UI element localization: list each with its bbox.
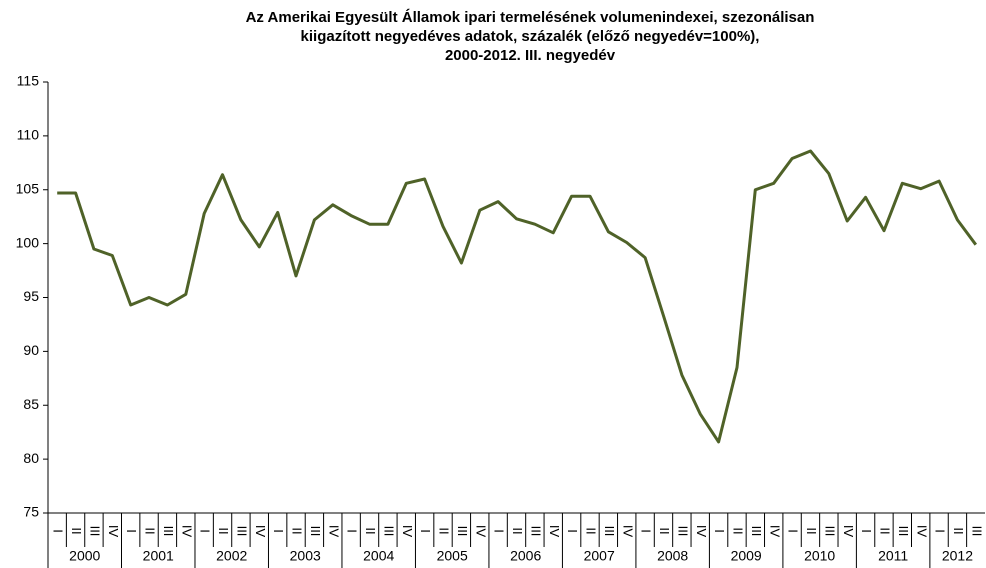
x-tick-label: III — [749, 526, 764, 537]
x-group-label: 2011 — [878, 548, 908, 564]
y-tick-label: 105 — [16, 180, 40, 196]
x-tick-label: IV — [914, 525, 929, 538]
y-tick-label: 90 — [23, 342, 39, 358]
x-tick-label: IV — [547, 525, 562, 538]
x-tick-label: I — [124, 529, 139, 533]
x-tick-label: III — [896, 526, 911, 537]
x-tick-label: IV — [326, 525, 341, 538]
x-tick-label: I — [639, 529, 654, 533]
x-tick-label: IV — [106, 525, 121, 538]
x-group-label: 2000 — [69, 548, 100, 564]
x-tick-label: I — [418, 529, 433, 533]
x-tick-label: IV — [400, 525, 415, 538]
y-tick-label: 115 — [17, 73, 40, 89]
x-group-label: 2002 — [216, 548, 247, 564]
x-tick-label: III — [308, 526, 323, 537]
x-tick-label: II — [878, 527, 893, 534]
x-group-label: 2007 — [584, 548, 615, 564]
x-group-label: 2010 — [804, 548, 835, 564]
x-tick-label: II — [510, 527, 525, 534]
chart-title: 2000-2012. III. negyedév — [445, 47, 616, 64]
x-group-label: 2006 — [510, 548, 541, 564]
x-tick-label: I — [271, 529, 286, 533]
y-tick-label: 80 — [23, 450, 39, 466]
x-group-label: 2012 — [942, 548, 973, 564]
x-tick-label: II — [657, 527, 672, 534]
y-tick-label: 85 — [23, 396, 39, 412]
x-group-label: 2009 — [731, 548, 762, 564]
x-tick-label: II — [216, 527, 231, 534]
x-group-label: 2008 — [657, 548, 688, 564]
x-tick-label: III — [528, 526, 543, 537]
x-tick-label: I — [712, 529, 727, 533]
x-tick-label: IV — [179, 525, 194, 538]
x-group-label: 2005 — [437, 548, 468, 564]
chart-title: Az Amerikai Egyesült Államok ipari terme… — [246, 9, 815, 26]
x-tick-label: I — [933, 529, 948, 533]
chart-title: kiigazított negyedéves adatok, százalék … — [301, 28, 760, 45]
x-tick-label: II — [731, 527, 746, 534]
x-tick-label: IV — [473, 525, 488, 538]
x-tick-label: III — [455, 526, 470, 537]
x-tick-label: IV — [253, 525, 268, 538]
x-tick-label: II — [804, 527, 819, 534]
x-tick-label: III — [234, 526, 249, 537]
x-tick-label: III — [602, 526, 617, 537]
y-tick-label: 100 — [16, 234, 40, 250]
x-tick-label: I — [492, 529, 507, 533]
x-tick-label: II — [584, 527, 599, 534]
x-tick-label: II — [290, 527, 305, 534]
y-tick-label: 110 — [17, 127, 40, 143]
x-tick-label: III — [161, 526, 176, 537]
y-tick-label: 95 — [23, 288, 39, 304]
x-group-label: 2001 — [143, 548, 174, 564]
x-tick-label: IV — [620, 525, 635, 538]
x-tick-label: II — [143, 527, 158, 534]
x-group-label: 2004 — [363, 548, 394, 564]
x-tick-label: I — [565, 529, 580, 533]
x-tick-label: III — [822, 526, 837, 537]
x-tick-label: III — [675, 526, 690, 537]
x-tick-label: I — [345, 529, 360, 533]
data-line — [57, 149, 978, 444]
x-tick-label: II — [363, 527, 378, 534]
x-group-label: 2003 — [290, 548, 321, 564]
x-tick-label: IV — [767, 525, 782, 538]
x-tick-label: II — [437, 527, 452, 534]
x-tick-label: IV — [841, 525, 856, 538]
y-tick-label: 75 — [23, 504, 39, 520]
x-tick-label: III — [969, 526, 984, 537]
x-tick-label: II — [69, 527, 84, 534]
x-tick-label: III — [87, 526, 102, 537]
x-tick-label: II — [951, 527, 966, 534]
x-tick-label: I — [859, 529, 874, 533]
x-tick-label: I — [786, 529, 801, 533]
x-tick-label: I — [198, 529, 213, 533]
x-tick-label: IV — [694, 525, 709, 538]
x-tick-label: III — [381, 526, 396, 537]
x-tick-label: I — [51, 529, 66, 533]
